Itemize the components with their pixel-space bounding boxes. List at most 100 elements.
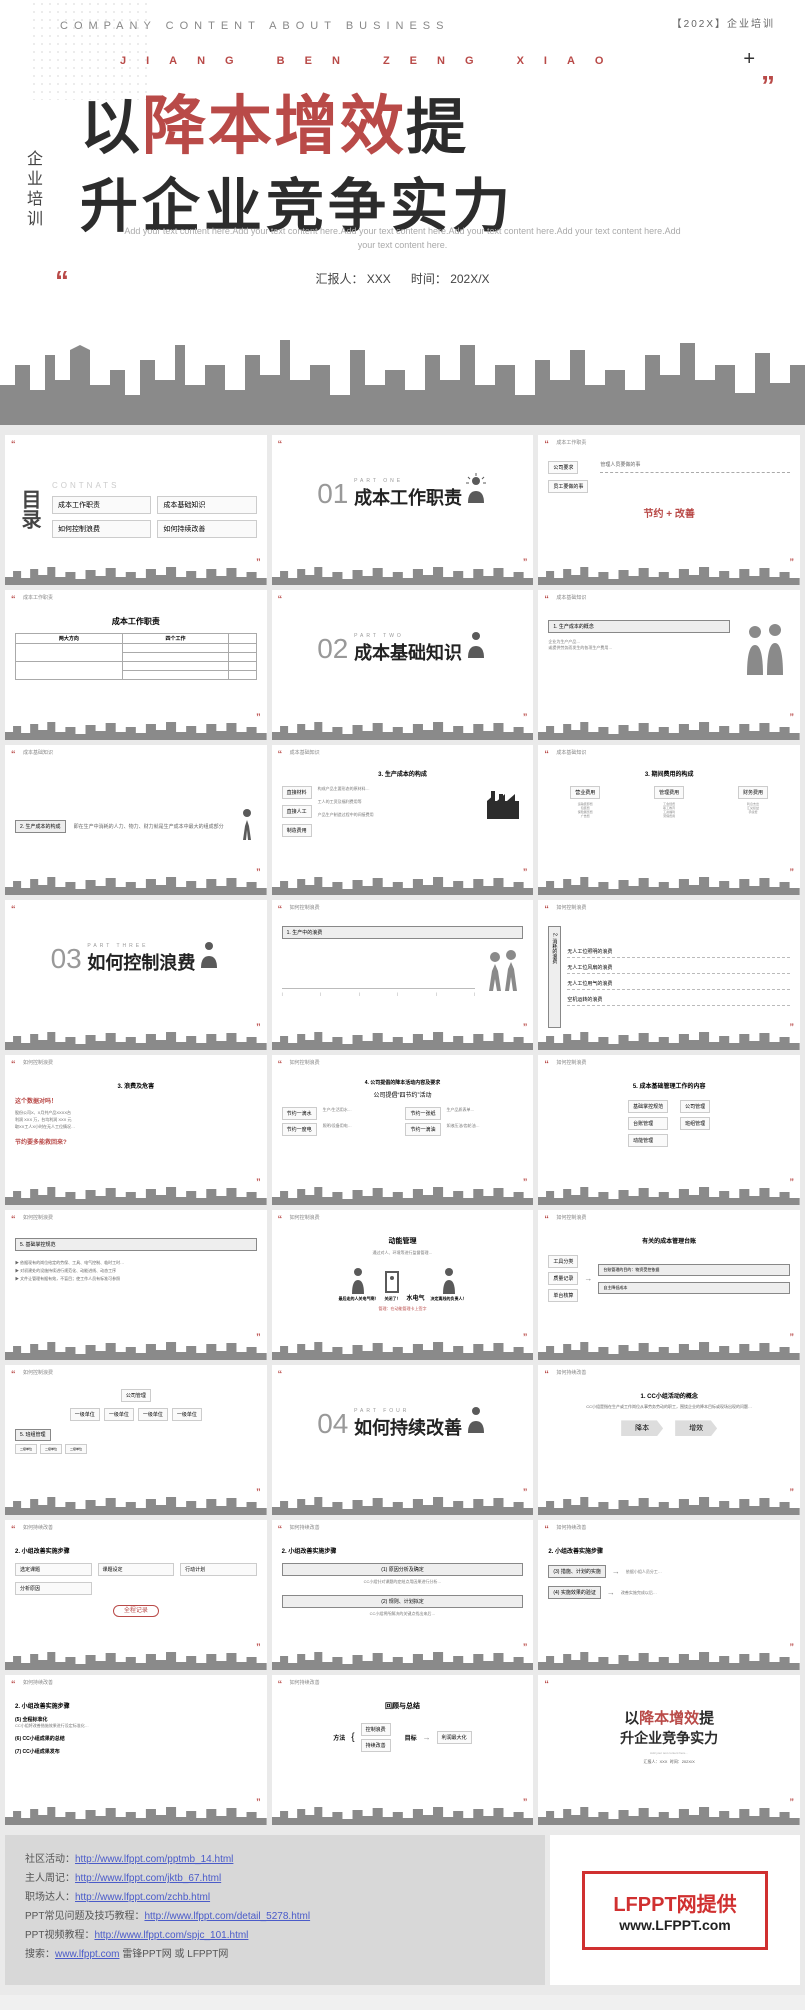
q: 这个数据对吗！: [15, 1096, 257, 1105]
section-title: 如何控制浪费: [87, 949, 195, 975]
slide-section-1: “ 01 PART ONE 成本工作职责 ”: [272, 435, 534, 585]
slide-s2-concept: “ 成本基础知识 1. 生产成本的概念 企业为生产产品…或提供劳务而发生的各项生…: [538, 590, 800, 740]
slide-s2-three: “ 成本基础知识 3. 生产成本的构成 直接材料 直接人工 制造费用 构成产品主…: [272, 745, 534, 895]
label: 关闭了！: [384, 1296, 400, 1302]
box: (4) 实施效果的验证: [548, 1586, 601, 1599]
box: 课题设定: [98, 1563, 175, 1576]
link[interactable]: http://www.lfppt.com/detail_5278.html: [144, 1911, 310, 1922]
box: 自主降低成本: [598, 1282, 790, 1294]
box: 一级单位: [138, 1408, 168, 1421]
title: 2. 小组改善实施步骤: [548, 1546, 790, 1555]
slide-s3-move: “ 如何控制浪费 动能管理 通过对人、环境等进行监督管理… 最后走的人关电气啊！…: [272, 1210, 534, 1360]
section-num: 01: [317, 478, 348, 509]
lbl: 雷锋PPT网 或 LFPPT网: [122, 1949, 228, 1960]
title: 2. 小组改善实施步骤: [15, 1546, 257, 1555]
slide-head: 成本工作职责: [23, 594, 53, 601]
slide-head: 如何持续改善: [23, 1524, 53, 1531]
box: 节约一滴油: [405, 1123, 440, 1136]
lbl: 职场达人：: [25, 1892, 75, 1903]
slide-s3-ledger: “ 如何控制浪费 有关的成本管理台账 工具分类 质量记录 单台核算 → 台账管理…: [538, 1210, 800, 1360]
slide-toc: “ 目录 CONTNATS 成本工作职责 成本基础知识 如何控制浪费 如何持续改…: [5, 435, 267, 585]
box: 节约一张纸: [405, 1107, 440, 1120]
link[interactable]: http://www.lfppt.com/pptmb_14.html: [75, 1854, 233, 1865]
slide-s2-compose: “ 成本基础知识 2. 生产成本的构成 即在生产中消耗的人力、物力、财力就是生产…: [5, 745, 267, 895]
title: 3. 生产成本的构成: [282, 769, 524, 778]
label: 最后走的人关电气啊！: [338, 1296, 378, 1302]
label: 决定离线的负责人！: [431, 1296, 467, 1302]
slide-s3-waste2: “ 如何控制浪费 2. 消耗的浪费 无人工位照明的浪费 无人工位风扇的浪费 无人…: [538, 900, 800, 1050]
toc-item: 成本基础知识: [157, 496, 256, 514]
person-idea-icon: [464, 628, 488, 658]
person-idea-icon: [197, 938, 221, 968]
section-title: 如何持续改善: [354, 1414, 462, 1440]
reporter-value: XXX: [367, 272, 391, 286]
slide-section-2: “ 02 PART TWO 成本基础知识 ”: [272, 590, 534, 740]
quote-icon-tr: ”: [761, 70, 775, 102]
slide-head: 如何持续改善: [556, 1369, 586, 1376]
footer-links: 社区活动：http://www.lfppt.com/pptmb_14.html …: [5, 1835, 545, 1985]
title: 3. 浪费及危害: [15, 1081, 257, 1090]
title: 4. 公司提倡的降本活动内容及要求: [282, 1079, 524, 1086]
pill: 全程记录: [113, 1605, 159, 1617]
box: 2. 消耗的浪费: [548, 926, 561, 1028]
slide-s2-period: “ 成本基础知识 3. 期间费用的构成 营业费用运输装卸费包装费保险展览费广告费…: [538, 745, 800, 895]
box: 直接材料: [282, 786, 312, 799]
list-item: 空机运转的浪费: [567, 996, 790, 1006]
slide-s3-waste: “ 如何控制浪费 1. 生产中的浪费 |||||| ”: [272, 900, 534, 1050]
link[interactable]: http://www.lfppt.com/zchb.html: [75, 1892, 210, 1903]
person-icon: [439, 1266, 459, 1294]
factory-icon: [483, 786, 523, 837]
box: 员工要做的事: [548, 480, 588, 493]
th: 两大方向: [16, 634, 123, 644]
brand-l1: LFPPT网提供: [613, 1888, 736, 1917]
brand-slide: LFPPT网提供 www.LFPPT.com: [550, 1835, 800, 1985]
slide-closing: “ 以降本增效提 升企业竞争实力 Add your text content h…: [538, 1675, 800, 1825]
workers-walk-icon: [483, 949, 523, 996]
item: (7) CC小组成果发布: [15, 1748, 257, 1755]
link[interactable]: http://www.lfppt.com/spjc_101.html: [94, 1930, 248, 1941]
slide-head: 如何控制浪费: [556, 1059, 586, 1066]
slide-head: 成本基础知识: [556, 749, 586, 756]
box: 一级单位: [70, 1408, 100, 1421]
list-item: 无人工位风扇的浪费: [567, 964, 790, 974]
box: 5. 班组管理: [15, 1429, 51, 1441]
box: (1) 原因分析及确定: [282, 1563, 524, 1576]
link[interactable]: www.lfppt.com: [55, 1949, 119, 1960]
slide-head: 如何控制浪费: [556, 1214, 586, 1221]
title-prefix: 以: [80, 94, 142, 161]
slide-s3-base: “ 如何控制浪费 5. 基础掌控规范 ▶ 依据现有的岗位给定的劳保、工具、电气控…: [5, 1210, 267, 1360]
slide-s4-step2: “ 如何持续改善 2. 小组改善实施步骤 (1) 原因分析及确定 CC小组针对课…: [272, 1520, 534, 1670]
hero-pinyin: JIANG BEN ZENG XIAO: [120, 55, 623, 67]
time-value: 202X/X: [450, 272, 489, 286]
link[interactable]: http://www.lfppt.com/jktb_67.html: [75, 1873, 221, 1884]
box: 台账管理的目的：物资受控依据: [598, 1264, 790, 1276]
slide-head: 如何控制浪费: [290, 1214, 320, 1221]
item: (5) 全程标准化: [15, 1716, 257, 1723]
person-icon: [348, 1266, 368, 1294]
box: 单台核算: [548, 1289, 578, 1302]
slide-head: 如何持续改善: [290, 1524, 320, 1531]
person-idea-icon: [464, 473, 488, 503]
thumbnail-grid: “ 目录 CONTNATS 成本工作职责 成本基础知识 如何控制浪费 如何持续改…: [0, 425, 805, 1835]
t: 以: [624, 1710, 639, 1727]
box: 5. 基础掌控规范: [15, 1238, 257, 1251]
toc-item: 成本工作职责: [52, 496, 151, 514]
hero-sidebar-text: 企业培训: [20, 150, 44, 230]
accent-text: 节约 + 改善: [548, 505, 790, 520]
list-item: 无人工位照明的浪费: [567, 948, 790, 958]
box: 营业费用: [570, 786, 600, 799]
section-num: 03: [51, 943, 82, 974]
slide-s3-act: “ 如何控制浪费 4. 公司提倡的降本活动内容及要求 公司提倡“四节约”活动 节…: [272, 1055, 534, 1205]
time-label: 时间：: [411, 272, 447, 286]
box: 持续改善: [361, 1739, 391, 1752]
box: 制造费用: [282, 824, 312, 837]
lbl: 主人周记：: [25, 1873, 75, 1884]
box: 工具分类: [548, 1255, 578, 1268]
item: (6) CC小组成果的总结: [15, 1735, 257, 1742]
title-accent: 降本增效: [142, 90, 406, 162]
slide-head: 如何控制浪费: [290, 1059, 320, 1066]
t: 提: [699, 1710, 714, 1727]
note: 管理人员要做的事: [600, 461, 790, 468]
slide-s4-step1: “ 如何持续改善 2. 小组改善实施步骤 选定课题 课题设定 行动计划 分析原因…: [5, 1520, 267, 1670]
section-num: 02: [317, 633, 348, 664]
